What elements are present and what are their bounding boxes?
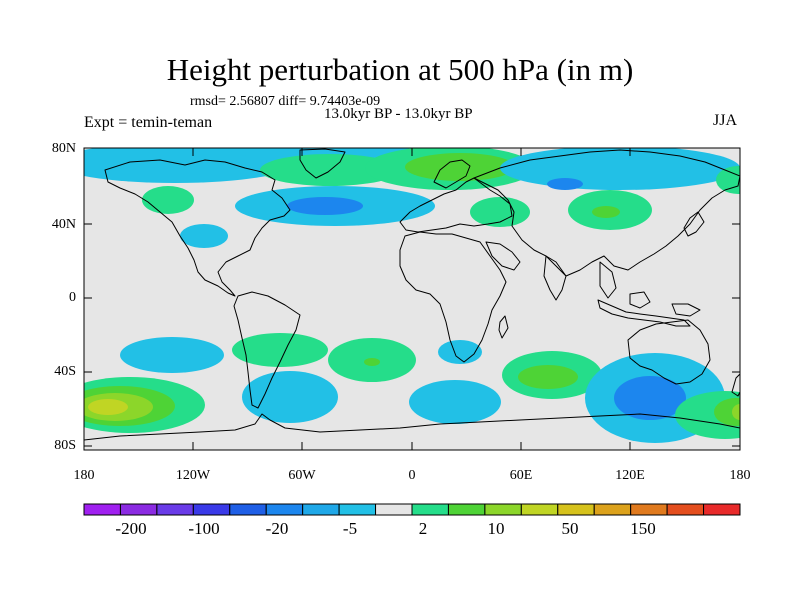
x-label-60w: 60W xyxy=(288,468,316,483)
colorbar-box xyxy=(375,503,413,516)
experiment-label: Expt = temin-teman xyxy=(84,114,213,131)
rmsd-stats: rmsd= 2.56807 diff= 9.74403e-09 xyxy=(190,94,381,109)
coast-arabia xyxy=(485,241,521,271)
anomaly-neg-arctic-west xyxy=(84,148,295,183)
coast-europe xyxy=(399,177,513,233)
colorbar-box xyxy=(265,503,304,516)
anomaly-pos-southwest-pacific-peak xyxy=(732,404,740,420)
coast-greenland xyxy=(299,148,346,179)
colorbar-label: 2 xyxy=(418,519,428,538)
colorbar-box xyxy=(484,503,522,516)
x-label-0: 0 xyxy=(408,468,416,483)
colorbar-label: -100 xyxy=(188,519,220,538)
colorbar-box xyxy=(557,503,595,516)
colorbar-label: -5 xyxy=(342,519,358,538)
anomaly-neg-siberia xyxy=(500,148,740,190)
coast-india xyxy=(543,255,567,301)
coast-scandinavia xyxy=(433,159,471,189)
colorbar-box xyxy=(703,503,741,516)
x-axis-ticks xyxy=(83,148,741,450)
y-label-80s: 80S xyxy=(54,438,76,453)
anomaly-pos-south-indian-core xyxy=(518,365,578,389)
y-label-40s: 40S xyxy=(54,364,76,379)
anomaly-pos-south-atlantic-core xyxy=(364,358,380,366)
y-label-40n: 40N xyxy=(51,217,76,232)
colorbar-box xyxy=(411,503,449,516)
anomaly-pos-southwest-pacific-core xyxy=(714,398,740,426)
coastlines xyxy=(84,148,740,441)
colorbar-box xyxy=(119,503,158,516)
anomaly-neg-north-atlantic-core xyxy=(287,197,363,215)
anomaly-pos-central-asia-core xyxy=(592,206,620,218)
y-label-0: 0 xyxy=(69,290,76,305)
coast-indonesia xyxy=(597,299,691,327)
anomaly-pos-south-pacific-east xyxy=(232,333,328,367)
colorbar-label: 50 xyxy=(561,519,579,538)
coast-borneo xyxy=(629,291,651,309)
coast-antarctica xyxy=(84,413,740,441)
anomaly-pos-mediterranean xyxy=(470,197,530,227)
coast-madagascar xyxy=(498,315,509,339)
anomaly-pos-pacific-east xyxy=(716,166,740,194)
colorbar-box xyxy=(593,503,632,516)
colorbar-box xyxy=(666,503,705,516)
colorbar-label: 150 xyxy=(630,519,656,538)
coast-north-america xyxy=(104,159,291,297)
colorbar-box xyxy=(156,503,194,516)
period-label: 13.0kyr BP - 13.0kyr BP xyxy=(324,106,473,122)
x-label-180e: 180 xyxy=(729,468,751,483)
anomaly-pos-north-pacific xyxy=(142,186,194,214)
colorbar-box xyxy=(520,503,559,516)
coast-indochina xyxy=(599,261,617,299)
anomaly-pos-south-pacific-far-peak xyxy=(88,399,128,415)
coast-south-america xyxy=(233,291,301,409)
colorbar-box xyxy=(83,503,121,516)
colorbar-label: -20 xyxy=(265,519,289,538)
anomaly-neg-southern-atlantic xyxy=(409,380,501,424)
anomaly-pos-scandinavia-core xyxy=(405,153,515,181)
y-axis-ticks xyxy=(84,147,740,447)
coast-japan xyxy=(683,211,705,237)
colorbar-box xyxy=(192,503,231,516)
coast-new-guinea xyxy=(671,303,701,317)
contour-fields xyxy=(84,148,740,443)
colorbar-box xyxy=(229,503,267,516)
colorbar-box xyxy=(447,503,486,516)
colorbar-label: -200 xyxy=(115,519,147,538)
x-label-60e: 60E xyxy=(509,468,533,483)
anomaly-neg-australia-south-core xyxy=(614,376,686,420)
x-label-180w: 180 xyxy=(73,468,95,483)
coast-africa xyxy=(399,231,507,363)
colorbar-box xyxy=(302,503,340,516)
coast-australia xyxy=(627,319,711,385)
map-title: Height perturbation at 500 hPa (in m) xyxy=(166,52,634,87)
colorbar-box xyxy=(630,503,668,516)
colorbar xyxy=(83,503,741,516)
anomaly-neg-south-africa xyxy=(438,340,482,364)
anomaly-neg-south-pacific-west xyxy=(120,337,224,373)
anomaly-neg-southeast-pacific xyxy=(242,371,338,423)
colorbar-label: 10 xyxy=(487,519,505,538)
anomaly-neg-north-america xyxy=(180,224,228,248)
coast-new-zealand xyxy=(731,373,740,397)
coast-asia xyxy=(473,149,740,277)
anomaly-neg-siberia-core xyxy=(547,178,583,190)
x-label-120e: 120E xyxy=(615,468,645,483)
season-label: JJA xyxy=(713,112,738,129)
x-label-120w: 120W xyxy=(175,468,211,483)
y-label-80n: 80N xyxy=(51,141,76,156)
colorbar-box xyxy=(338,503,377,516)
